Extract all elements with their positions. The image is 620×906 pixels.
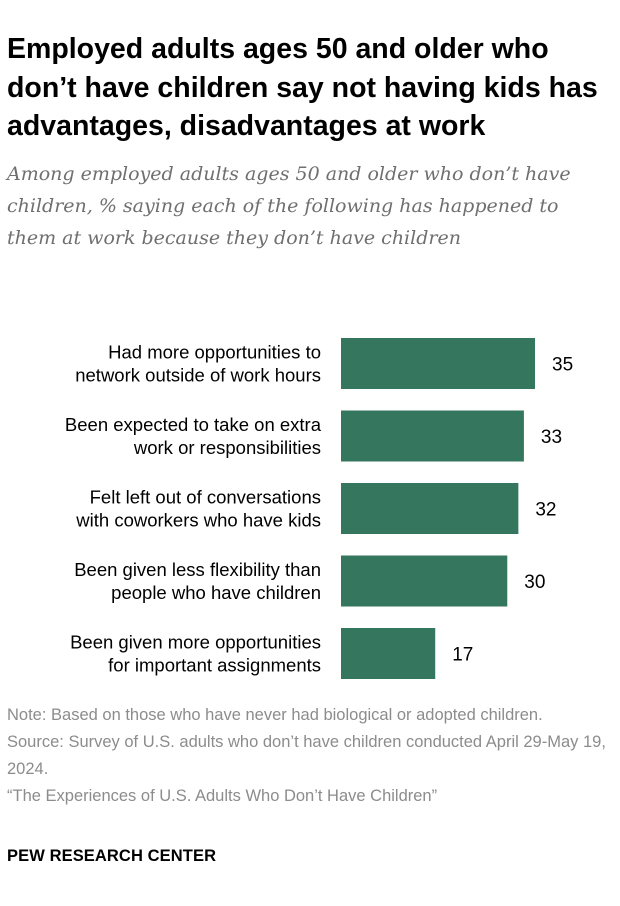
report-title: “The Experiences of U.S. Adults Who Don’… — [7, 787, 438, 805]
bar — [341, 483, 519, 534]
value-label: 30 — [524, 572, 545, 593]
category-label: with coworkers who have kids — [75, 510, 321, 531]
bar — [341, 555, 508, 607]
bar — [341, 338, 535, 389]
category-label: Felt left out of conversations — [90, 487, 321, 508]
category-label: Been given less flexibility than — [74, 559, 321, 580]
note-text: Note: Based on those who have never had … — [7, 706, 543, 724]
value-label: 32 — [535, 500, 556, 521]
bar — [341, 628, 436, 679]
source-text: Source: Survey of U.S. adults who don’t … — [7, 733, 606, 778]
category-label: people who have children — [111, 582, 321, 603]
category-label: for important assignments — [108, 655, 321, 676]
category-label: work or responsibilities — [133, 437, 321, 458]
bar — [341, 410, 524, 462]
category-label: Been given more opportunities — [70, 632, 321, 653]
category-label: Been expected to take on extra — [65, 414, 322, 435]
chart-subtitle: Among employed adults ages 50 and older … — [7, 163, 571, 249]
value-label: 17 — [452, 645, 473, 666]
category-label: network outside of work hours — [75, 365, 321, 386]
category-label: Had more opportunities to — [108, 342, 321, 363]
value-label: 35 — [552, 355, 573, 376]
chart-title: Employed adults ages 50 and older who do… — [7, 33, 598, 142]
brand-logo-text: PEW RESEARCH CENTER — [7, 847, 217, 865]
value-label: 33 — [541, 427, 562, 448]
chart-notes: Note: Based on those who have never had … — [7, 702, 607, 810]
